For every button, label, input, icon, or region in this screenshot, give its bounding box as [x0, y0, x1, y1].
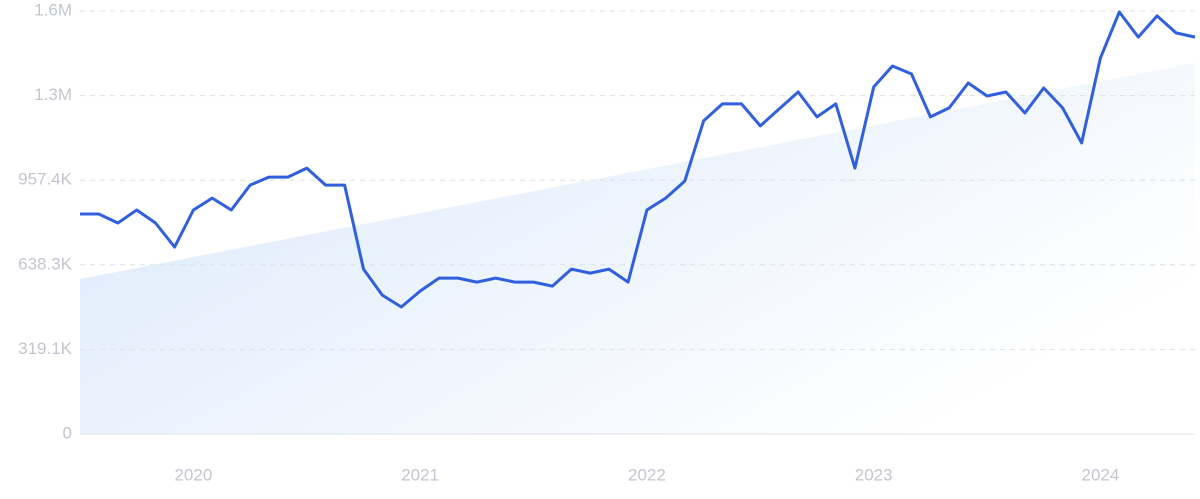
- y-tick-label: 0: [63, 423, 72, 442]
- x-tick-label: 2022: [628, 465, 666, 484]
- y-tick-label: 638.3K: [18, 254, 73, 273]
- x-tick-label: 2023: [855, 465, 893, 484]
- x-tick-label: 2024: [1082, 465, 1120, 484]
- y-tick-label: 1.6M: [34, 0, 72, 19]
- x-tick-label: 2021: [401, 465, 439, 484]
- y-tick-label: 319.1K: [18, 339, 73, 358]
- y-tick-label: 1.3M: [34, 85, 72, 104]
- series-line: [80, 10, 1196, 309]
- x-tick-label: 2020: [174, 465, 212, 484]
- y-tick-label: 957.4K: [18, 170, 73, 189]
